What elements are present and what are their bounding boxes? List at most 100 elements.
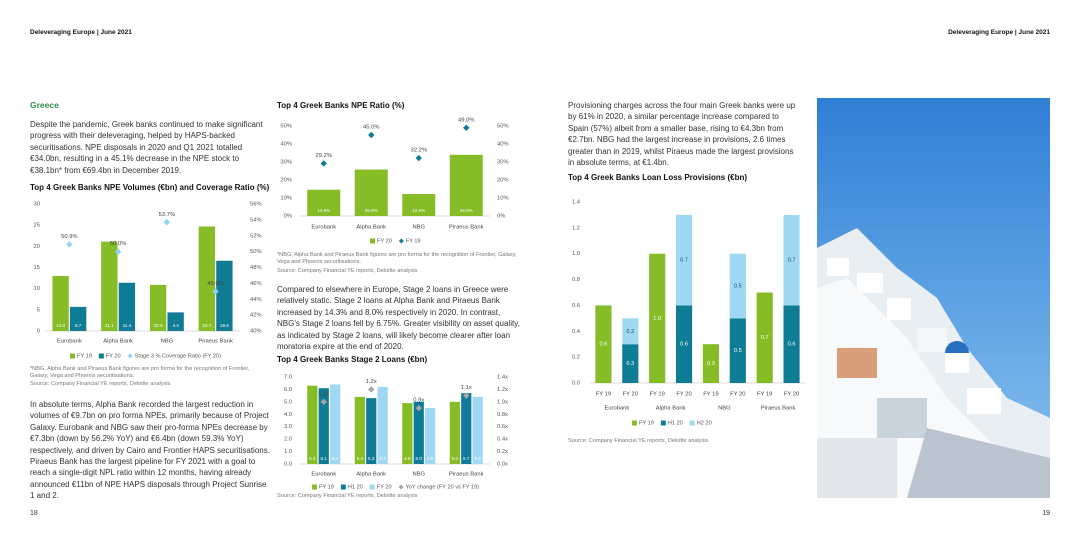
- bar: [402, 403, 413, 464]
- data-label: 29.2%: [316, 153, 332, 159]
- y-tick-label: 20: [34, 244, 40, 250]
- y2-tick-label: 0.8x: [497, 412, 508, 418]
- y-tick-label: 3.0: [284, 424, 292, 430]
- bar: [198, 226, 216, 331]
- x-tick-label: Eurobank: [311, 225, 336, 231]
- y-tick-label: 1.0: [572, 251, 580, 257]
- data-label: 45.0%: [207, 281, 223, 287]
- x-tick-label: Alpha Bank: [356, 225, 386, 231]
- bar: [472, 396, 483, 464]
- chart-note: *NBG, Alpha Bank and Piraeus Bank figure…: [277, 252, 517, 266]
- data-label: 0.7: [788, 258, 796, 264]
- data-label: 5.0: [452, 456, 459, 461]
- legend-marker: [398, 484, 404, 490]
- x-tick-label: Alpha Bank: [356, 472, 386, 478]
- bar: [354, 169, 388, 216]
- y2-tick-label: 0.4x: [497, 437, 508, 443]
- bar: [449, 401, 460, 464]
- bar-segment: [649, 253, 666, 383]
- legend-marker: [127, 353, 133, 359]
- data-label: 6.3: [309, 456, 316, 461]
- bar: [377, 386, 388, 464]
- legend-marker: [98, 353, 104, 359]
- data-label: 5.0: [416, 456, 423, 461]
- y-tick-label: 2.0: [284, 437, 292, 443]
- y-tick-label: 0.2: [572, 355, 580, 361]
- y-tick-label: 1.0: [284, 449, 292, 455]
- legend-label: H1 20: [348, 484, 363, 490]
- data-label: 5.4: [357, 456, 364, 461]
- data-label: 1.0: [653, 316, 661, 322]
- data-label: 0.9x: [413, 398, 424, 404]
- y-tick-label: 30%: [280, 160, 292, 166]
- group-label: Piraeus Bank: [761, 406, 796, 412]
- bar: [425, 408, 436, 464]
- legend-marker: [660, 420, 666, 426]
- bar: [216, 260, 233, 331]
- x-tick-label: NBG: [412, 225, 425, 231]
- y2-tick-label: 56%: [250, 202, 262, 208]
- data-label: 4.9: [404, 456, 411, 461]
- chart-note: *NBG, Alpha Bank and Piraeus Bank figure…: [30, 366, 250, 380]
- bar-segment: [729, 253, 746, 319]
- chart-title: Top 4 Greek Banks NPE Ratio (%): [277, 101, 405, 110]
- data-label: 45.0%: [363, 125, 379, 131]
- bar: [449, 154, 483, 216]
- x-tick-label: Eurobank: [311, 472, 336, 478]
- data-label: 1.0x: [318, 391, 329, 397]
- data-label: 34.0%: [460, 208, 473, 213]
- y2-tick-label: 40%: [497, 142, 509, 148]
- group-label: Eurobank: [604, 406, 629, 412]
- legend-label: FY 20: [377, 238, 392, 244]
- bar-segment: [783, 305, 800, 383]
- legend-label: FY 19: [319, 484, 334, 490]
- data-label: 0.2: [626, 329, 634, 335]
- data-label: 0.6: [788, 342, 796, 348]
- group-label: NBG: [718, 406, 731, 412]
- y2-tick-label: 0.2x: [497, 449, 508, 455]
- data-label: 13.0: [56, 323, 65, 328]
- data-point: [415, 154, 422, 162]
- data-label: 4.4: [172, 323, 179, 328]
- bar: [354, 396, 365, 464]
- x-tick-label: FY 20: [623, 392, 638, 398]
- data-label: 24.7: [202, 323, 211, 328]
- y2-tick-label: 30%: [497, 160, 509, 166]
- legend-marker: [312, 484, 317, 490]
- bar: [167, 312, 184, 331]
- bar-segment: [622, 318, 639, 345]
- chart-title: Top 4 Greek Banks Loan Loss Provisions (…: [568, 173, 747, 182]
- y2-tick-label: 0.0x: [497, 462, 508, 468]
- data-label: 32.2%: [411, 148, 427, 154]
- data-point: [415, 404, 422, 412]
- data-label: 6.2: [379, 456, 386, 461]
- x-tick-label: FY 19: [757, 392, 772, 398]
- chart-source: Source: Company Financial YE reports, De…: [30, 381, 171, 387]
- data-label: 16.6: [220, 323, 229, 328]
- data-label: 50.9%: [61, 234, 77, 240]
- data-label: 6.1: [321, 456, 328, 461]
- bar: [101, 241, 118, 331]
- data-point: [463, 124, 470, 131]
- legend-marker: [398, 238, 404, 244]
- y-tick-label: 30: [34, 202, 40, 208]
- x-tick-label: FY 19: [650, 392, 665, 398]
- bar-segment: [676, 214, 693, 306]
- x-tick-label: FY 19: [596, 392, 611, 398]
- bar: [118, 282, 136, 331]
- data-label: 50.0%: [110, 241, 126, 247]
- bar-segment: [756, 292, 773, 383]
- group-label: Alpha Bank: [656, 406, 686, 412]
- y-tick-label: 20%: [280, 178, 292, 184]
- y-tick-label: 0%: [284, 214, 292, 220]
- header-left: Deleveraging Europe | June 2021: [30, 29, 132, 36]
- y-tick-label: 7.0: [284, 375, 292, 381]
- data-label: 0.6: [680, 342, 688, 348]
- data-label: 6.4: [332, 456, 339, 461]
- legend-label: H1 20: [668, 420, 683, 426]
- x-tick-label: Eurobank: [57, 339, 82, 345]
- y-tick-label: 0: [37, 329, 40, 335]
- data-point: [66, 241, 73, 248]
- y-tick-label: 0.6: [572, 303, 580, 309]
